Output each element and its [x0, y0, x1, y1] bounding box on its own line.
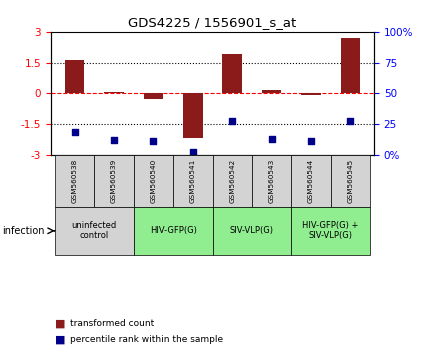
Title: GDS4225 / 1556901_s_at: GDS4225 / 1556901_s_at [128, 16, 297, 29]
Text: ■: ■ [55, 319, 66, 329]
Text: SIV-VLP(G): SIV-VLP(G) [230, 226, 274, 235]
Text: GSM560542: GSM560542 [229, 159, 235, 203]
Text: GSM560544: GSM560544 [308, 159, 314, 203]
Text: ■: ■ [55, 335, 66, 345]
Bar [183, 93, 203, 138]
Bar [104, 92, 124, 93]
Bar [134, 207, 212, 255]
Text: infection: infection [2, 226, 45, 236]
Bar [144, 93, 163, 99]
Bar [291, 207, 370, 255]
Bar [55, 154, 94, 207]
Bar [173, 154, 212, 207]
Point [71, 130, 78, 135]
Bar [222, 55, 242, 93]
Point [308, 138, 314, 144]
Bar [331, 154, 370, 207]
Point [229, 119, 235, 124]
Bar [134, 154, 173, 207]
Bar [65, 61, 85, 93]
Text: GSM560541: GSM560541 [190, 159, 196, 203]
Bar [212, 154, 252, 207]
Text: GSM560539: GSM560539 [111, 159, 117, 203]
Text: GSM560538: GSM560538 [72, 159, 78, 203]
Text: GSM560543: GSM560543 [269, 159, 275, 203]
Bar [212, 207, 291, 255]
Text: uninfected
control: uninfected control [72, 221, 117, 240]
Text: HIV-GFP(G) +
SIV-VLP(G): HIV-GFP(G) + SIV-VLP(G) [303, 221, 359, 240]
Text: HIV-GFP(G): HIV-GFP(G) [150, 226, 196, 235]
Point [110, 137, 117, 143]
Point [150, 138, 157, 144]
Bar [291, 154, 331, 207]
Bar [55, 207, 134, 255]
Bar [252, 154, 291, 207]
Text: GSM560540: GSM560540 [150, 159, 156, 203]
Text: GSM560545: GSM560545 [347, 159, 353, 203]
Text: percentile rank within the sample: percentile rank within the sample [70, 335, 223, 344]
Point [347, 119, 354, 124]
Text: transformed count: transformed count [70, 319, 154, 329]
Point [190, 149, 196, 155]
Point [268, 136, 275, 141]
Bar [262, 90, 281, 93]
Bar [340, 38, 360, 93]
Bar [94, 154, 134, 207]
Bar [301, 93, 321, 95]
